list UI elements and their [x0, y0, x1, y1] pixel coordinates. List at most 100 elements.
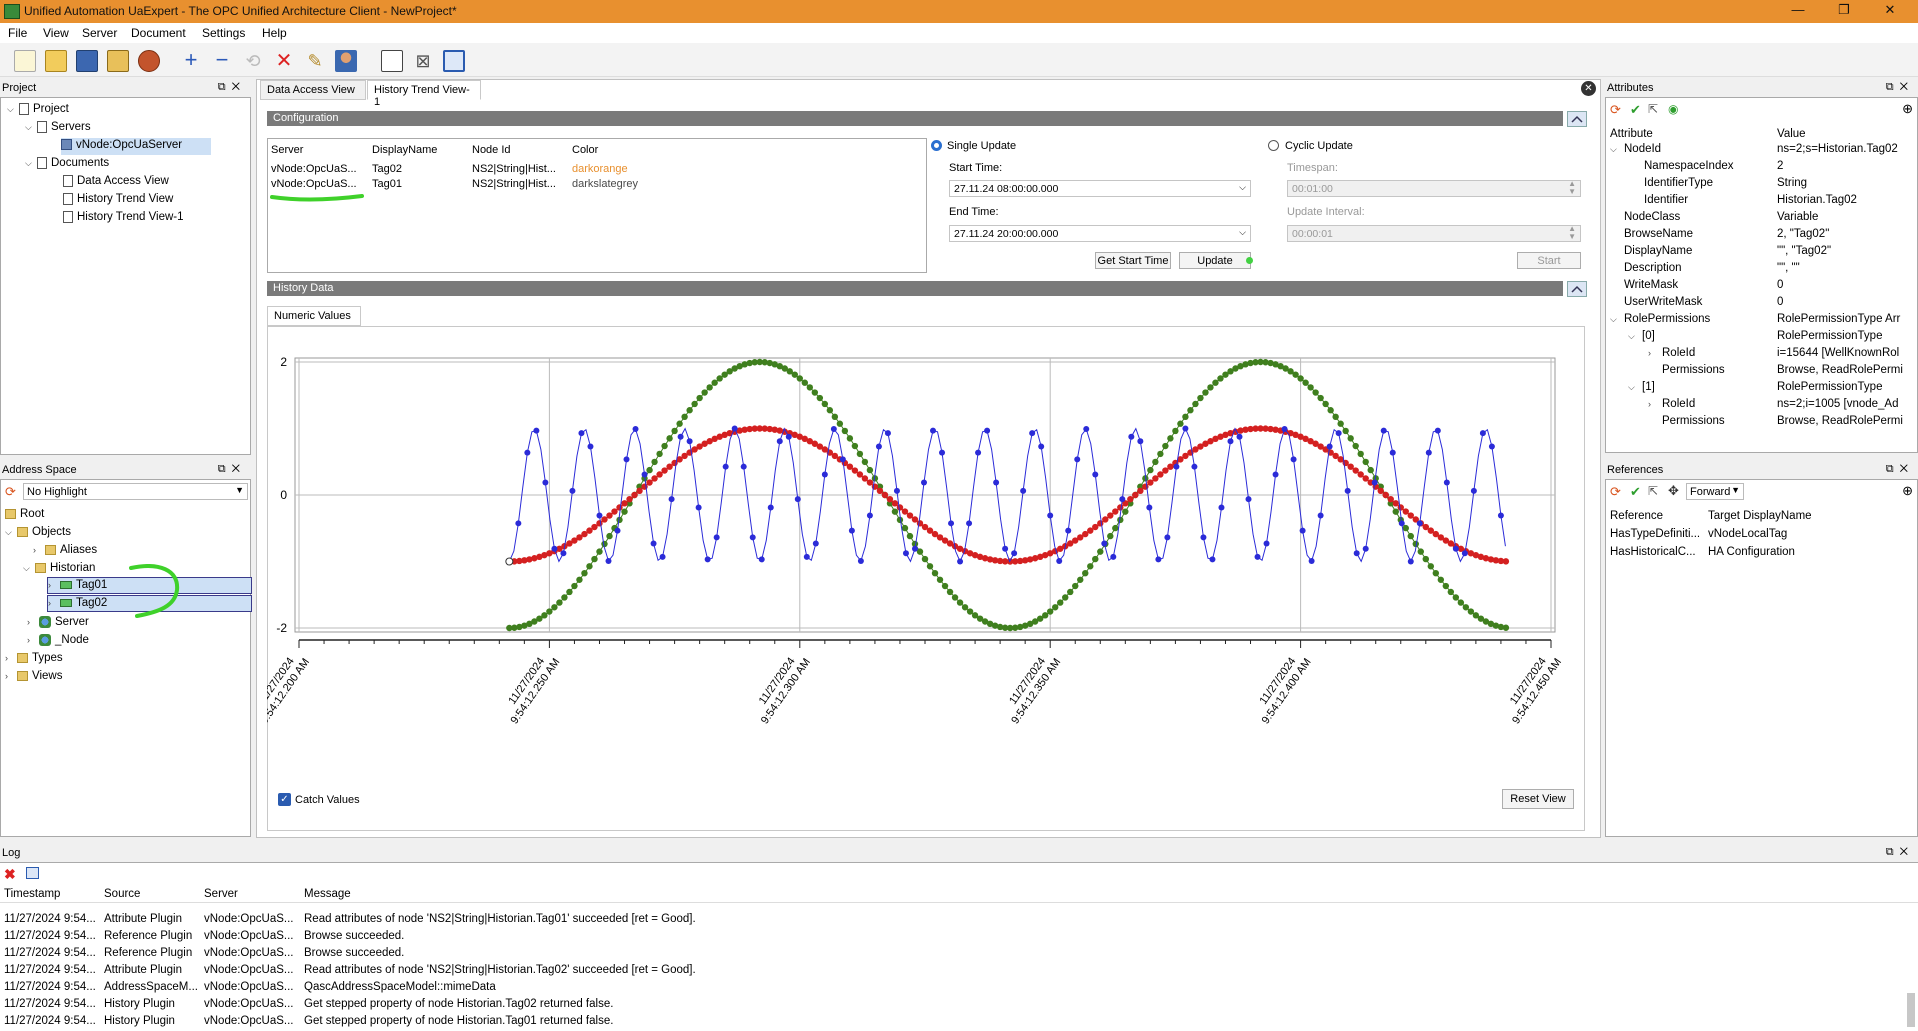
attr-value[interactable]: 0: [1777, 279, 1784, 291]
expand-arrow-icon[interactable]: ⌵: [1610, 314, 1617, 324]
menu-view[interactable]: View: [43, 26, 69, 40]
minimize-button[interactable]: —: [1791, 2, 1805, 17]
tree-server-node[interactable]: vNode:OpcUaServer: [61, 138, 211, 155]
new-project-icon[interactable]: [14, 50, 36, 72]
attr-name[interactable]: Description: [1624, 262, 1682, 274]
network-icon[interactable]: ✥: [1668, 483, 1679, 498]
tab-history-trend-view-1[interactable]: History Trend View-1: [367, 80, 481, 108]
row0-color[interactable]: darkorange: [572, 163, 628, 175]
row1-color[interactable]: darkslategrey: [572, 178, 639, 190]
attr-name[interactable]: ⌵ [0]: [1628, 330, 1655, 342]
attr-value[interactable]: Historian.Tag02: [1777, 194, 1857, 206]
panel-float-close-icon[interactable]: ⧉✕: [1885, 846, 1914, 858]
row0-server[interactable]: vNode:OpcUaS...: [271, 163, 357, 175]
attr-name[interactable]: ⌵ [1]: [1628, 381, 1655, 393]
tree-documents[interactable]: ⌵ Documents: [25, 157, 110, 170]
attr-value[interactable]: "", "Tag02": [1777, 245, 1832, 257]
collapse-history-icon[interactable]: [1567, 281, 1587, 297]
row0-nodeid[interactable]: NS2|String|Hist...: [472, 163, 556, 175]
tree-server[interactable]: › Server: [27, 616, 89, 629]
attr-name[interactable]: › RoleId: [1648, 398, 1696, 410]
attr-value[interactable]: i=15644 [WellKnownRol: [1777, 347, 1900, 359]
tree-types[interactable]: › Types: [5, 652, 63, 664]
highlight-select[interactable]: No Highlight ▼: [23, 483, 248, 500]
window-icon[interactable]: [443, 50, 465, 72]
tree-root[interactable]: Root: [5, 508, 44, 520]
check-icon[interactable]: ✔: [1630, 484, 1641, 499]
save-log-icon[interactable]: [26, 867, 39, 879]
tree-node[interactable]: › _Node: [27, 634, 89, 647]
attr-value[interactable]: RolePermissionType: [1777, 330, 1883, 342]
refresh-icon[interactable]: ⟳: [5, 484, 16, 499]
tab-data-access-view[interactable]: Data Access View: [260, 80, 366, 100]
expand-arrow-icon[interactable]: ›: [1648, 399, 1651, 409]
expand-arrow-icon[interactable]: ⌵: [1610, 144, 1617, 154]
attr-value[interactable]: String: [1777, 177, 1808, 189]
clear-log-icon[interactable]: ✖: [4, 866, 16, 882]
attr-value[interactable]: Browse, ReadRolePermi: [1777, 364, 1903, 376]
power-icon[interactable]: [138, 50, 160, 72]
menu-document[interactable]: Document: [131, 26, 186, 40]
attr-value[interactable]: 2, "Tag02": [1777, 228, 1830, 240]
add-server-icon[interactable]: +: [184, 47, 198, 72]
attr-value[interactable]: RolePermissionType: [1777, 381, 1883, 393]
cyclic-update-radio[interactable]: [1268, 140, 1279, 151]
cursor-icon[interactable]: ⇱: [1648, 102, 1659, 116]
attr-value[interactable]: 0: [1777, 296, 1784, 308]
settings-wrench-icon[interactable]: ✎: [307, 51, 323, 71]
attr-name[interactable]: NodeClass: [1624, 211, 1681, 223]
tab-numeric-values[interactable]: Numeric Values: [267, 306, 361, 326]
timespan-field[interactable]: 00:01:00 ▲ ▼: [1287, 180, 1581, 197]
panel-float-close-icon[interactable]: ⧉✕: [1885, 463, 1914, 475]
add-icon[interactable]: ⊕: [1902, 101, 1913, 116]
attr-value[interactable]: ns=2;s=Historian.Tag02: [1777, 143, 1898, 155]
refresh-icon[interactable]: ⟳: [1610, 102, 1621, 117]
refresh-icon[interactable]: ⟳: [1610, 484, 1621, 499]
menu-settings[interactable]: Settings: [202, 26, 246, 40]
edit-project-icon[interactable]: [107, 50, 129, 72]
save-project-icon[interactable]: [76, 50, 98, 72]
panel-float-close-icon[interactable]: ⧉✕: [1885, 81, 1914, 93]
attr-value[interactable]: ns=2;i=1005 [vnode_Ad: [1777, 398, 1899, 410]
attr-value[interactable]: RolePermissionType Arr: [1777, 313, 1901, 325]
ref-row0-reference[interactable]: HasTypeDefiniti...: [1610, 528, 1701, 540]
disconnect-icon[interactable]: ✕: [275, 50, 293, 72]
user-icon[interactable]: [335, 50, 357, 72]
attr-name[interactable]: Permissions: [1662, 364, 1725, 376]
attr-name[interactable]: Permissions: [1662, 415, 1725, 427]
panel-float-close-icon[interactable]: ⧉✕: [217, 463, 246, 475]
tree-history-trend-view[interactable]: History Trend View: [63, 193, 173, 205]
ref-row1-target[interactable]: HA Configuration: [1708, 546, 1795, 558]
remove-server-icon[interactable]: −: [215, 47, 229, 72]
tree-servers[interactable]: ⌵ Servers: [25, 121, 91, 134]
collapse-config-icon[interactable]: [1567, 111, 1587, 127]
close-window-button[interactable]: ✕: [1884, 2, 1896, 17]
close-document-icon[interactable]: ⊠: [415, 51, 431, 71]
menu-file[interactable]: File: [8, 26, 28, 40]
cursor-icon[interactable]: ⇱: [1648, 484, 1659, 498]
monitor-icon[interactable]: ◉: [1668, 102, 1679, 116]
direction-select[interactable]: Forward ▼: [1686, 483, 1744, 500]
attr-value[interactable]: Browse, ReadRolePermi: [1777, 415, 1903, 427]
update-interval-field[interactable]: 00:00:01 ▲ ▼: [1287, 225, 1581, 242]
row0-displayname[interactable]: Tag02: [372, 163, 402, 175]
close-document-icon[interactable]: ✕: [1581, 81, 1596, 96]
connect-icon[interactable]: ⟲: [245, 51, 261, 71]
attr-name[interactable]: WriteMask: [1624, 279, 1679, 291]
tree-aliases[interactable]: › Aliases: [33, 544, 98, 556]
tree-history-trend-view-1[interactable]: History Trend View-1: [63, 211, 184, 223]
attr-name[interactable]: UserWriteMask: [1624, 296, 1703, 308]
row1-server[interactable]: vNode:OpcUaS...: [271, 178, 357, 190]
ref-row0-target[interactable]: vNodeLocalTag: [1708, 528, 1788, 540]
maximize-button[interactable]: ❐: [1838, 2, 1850, 17]
tree-objects[interactable]: ⌵ Objects: [5, 526, 71, 538]
tree-data-access-view[interactable]: Data Access View: [63, 175, 169, 187]
row1-nodeid[interactable]: NS2|String|Hist...: [472, 178, 556, 190]
attr-name[interactable]: NamespaceIndex: [1644, 160, 1734, 172]
attr-name[interactable]: ⌵ NodeId: [1610, 143, 1662, 155]
menu-help[interactable]: Help: [262, 26, 287, 40]
document-icon[interactable]: [381, 50, 403, 72]
attr-name[interactable]: ⌵ RolePermissions: [1610, 313, 1711, 325]
single-update-radio[interactable]: [931, 140, 942, 151]
expand-arrow-icon[interactable]: ⌵: [1628, 382, 1635, 392]
